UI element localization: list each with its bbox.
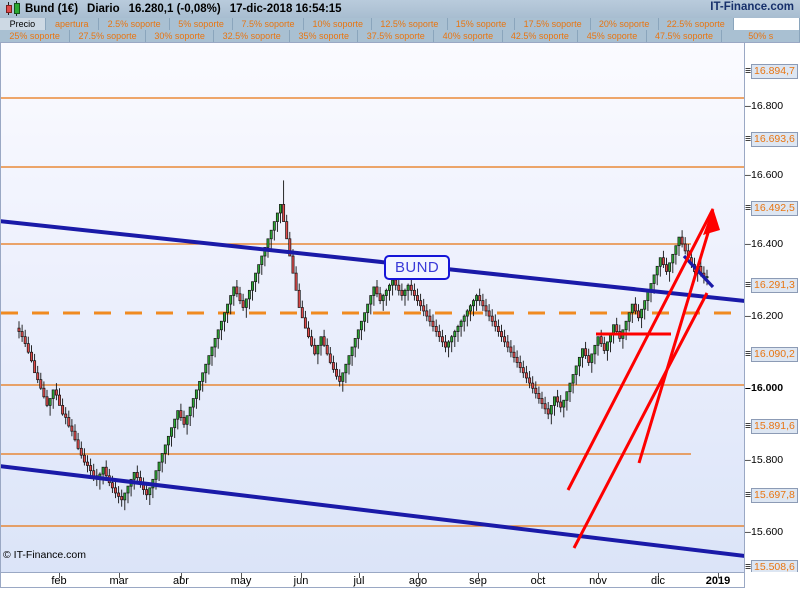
price-level-166936[interactable]: ≡ 16.693,6 bbox=[745, 132, 800, 147]
toolbar-chip-25-soporte[interactable]: 25% soporte bbox=[0, 30, 71, 42]
toolbar-chip-12-5-soporte[interactable]: 12.5% soporte bbox=[372, 18, 448, 30]
toolbar-chip-2-5-soporte[interactable]: 2.5% soporte bbox=[99, 18, 171, 30]
bund-annotation-label[interactable]: BUND bbox=[384, 255, 451, 280]
date-label-nov: nov bbox=[589, 575, 607, 587]
price-level-168947[interactable]: ≡ 16.894,7 bbox=[745, 64, 800, 79]
candlestick-series bbox=[17, 180, 709, 511]
date-tick bbox=[478, 573, 479, 578]
toolbar-chip-35-soporte[interactable]: 35% soporte bbox=[290, 30, 359, 42]
price-level-158916[interactable]: ≡ 15.891,6 bbox=[745, 419, 800, 434]
toolbar-chip-17-5-soporte[interactable]: 17.5% soporte bbox=[515, 18, 591, 30]
date-label-mar: mar bbox=[109, 575, 129, 587]
toolbar-chip-42-5-soporte[interactable]: 42.5% soporte bbox=[503, 30, 579, 42]
toolbar-chip-45-soporte[interactable]: 45% soporte bbox=[578, 30, 647, 42]
quote-value: 16.280,1 (-0,08%) bbox=[128, 3, 221, 15]
toolbar-chip-40-soporte[interactable]: 40% soporte bbox=[434, 30, 503, 42]
toolbar-chip-22-5-soporte[interactable]: 22.5% soporte bbox=[659, 18, 734, 30]
date-label-may: may bbox=[230, 575, 252, 587]
candlestick-icon bbox=[3, 1, 25, 17]
toolbar-chip-blank[interactable] bbox=[733, 18, 800, 30]
date-label-dic: dic bbox=[650, 575, 666, 587]
price-level-162913[interactable]: ≡ 16.291,3 bbox=[745, 278, 800, 293]
toolbar-chip-precio[interactable]: Precio bbox=[0, 18, 46, 30]
date-tick bbox=[598, 573, 599, 578]
blue-trendlines bbox=[1, 219, 744, 558]
date-axis-footer: feb mar abr may jun jul ago sep oct nov dic 2019 bbox=[0, 572, 800, 600]
date-tick bbox=[718, 573, 719, 578]
instrument-name: Bund (1€) bbox=[25, 3, 79, 15]
chart-plot-area[interactable]: BUND bbox=[0, 42, 745, 572]
toolbar-chip-10-soporte[interactable]: 10% soporte bbox=[304, 18, 373, 30]
date-tick bbox=[359, 573, 360, 578]
toolbar-chip-37-5-soporte[interactable]: 37.5% soporte bbox=[358, 30, 435, 42]
toolbar-chip-50-s[interactable]: 50% s bbox=[722, 30, 800, 42]
price-tick-16800: –16.800 bbox=[745, 100, 784, 112]
date-label-jul: jul bbox=[353, 575, 365, 587]
date-label-2019: 2019 bbox=[705, 575, 731, 587]
price-tick-16000: –16.000 bbox=[745, 382, 784, 394]
price-tick-15800: –15.800 bbox=[745, 454, 784, 466]
date-tick bbox=[538, 573, 539, 578]
price-tick-16400: –16.400 bbox=[745, 238, 784, 250]
toolbar-chip-30-soporte[interactable]: 30% soporte bbox=[146, 30, 215, 42]
price-chart-svg bbox=[1, 97, 744, 558]
support-chip-row-2[interactable]: 25% soporte 27.5% soporte 30% soporte 32.5%… bbox=[0, 30, 800, 42]
price-axis[interactable]: –16.800 –16.600 –16.400 –16.200 –16.000 –15.8… bbox=[745, 42, 800, 575]
date-label-abr: abr bbox=[173, 575, 189, 587]
toolbar-chip-32-5-soporte[interactable]: 32.5% soporte bbox=[214, 30, 291, 42]
toolbar-chip-15-soporte[interactable]: 15% soporte bbox=[448, 18, 516, 30]
price-level-164925[interactable]: ≡ 16.492,5 bbox=[745, 201, 800, 216]
date-axis[interactable]: feb mar abr may jun jul ago sep oct nov dic 2019 bbox=[0, 572, 745, 588]
toolbar-chip-7-5-soporte[interactable]: 7.5% soporte bbox=[233, 18, 305, 30]
red-wedge-annotation bbox=[566, 208, 720, 549]
date-tick bbox=[241, 573, 242, 578]
copyright-text: © IT-Finance.com bbox=[3, 549, 87, 561]
toolbar-chip-apertura[interactable]: apertura bbox=[46, 18, 99, 30]
date-tick bbox=[59, 573, 60, 578]
price-level-160902[interactable]: ≡ 16.090,2 bbox=[745, 347, 800, 362]
toolbar-chip-27-5-soporte[interactable]: 27.5% soporte bbox=[70, 30, 146, 42]
title-bar: Bund (1€) Diario 16.280,1 (-0,08%) 17-di… bbox=[0, 0, 800, 19]
date-tick bbox=[119, 573, 120, 578]
price-level-156978[interactable]: ≡ 15.697,8 bbox=[745, 488, 800, 503]
toolbar-chip-20-soporte[interactable]: 20% soporte bbox=[591, 18, 659, 30]
date-label-ago: ago bbox=[408, 575, 428, 587]
date-label-jun: jun bbox=[293, 575, 309, 587]
price-tick-15600: –15.600 bbox=[745, 526, 784, 538]
brand-label: IT-Finance.com bbox=[710, 1, 794, 13]
price-tick-16200: –16.200 bbox=[745, 310, 784, 322]
quote-datetime: 17-dic-2018 16:54:15 bbox=[229, 3, 342, 15]
date-label-sep: sep bbox=[469, 575, 487, 587]
support-lines bbox=[1, 97, 744, 527]
support-chip-row-1[interactable]: Precio apertura 2.5% soporte 5% soporte 7.5%… bbox=[0, 18, 800, 30]
date-tick bbox=[301, 573, 302, 578]
date-label-feb: feb bbox=[51, 575, 67, 587]
toolbar-chip-5-soporte[interactable]: 5% soporte bbox=[170, 18, 233, 30]
date-label-oct: oct bbox=[530, 575, 546, 587]
timeframe-label: Diario bbox=[87, 3, 120, 15]
date-tick bbox=[181, 573, 182, 578]
price-tick-16600: –16.600 bbox=[745, 169, 784, 181]
title-text-group: Bund (1€) Diario 16.280,1 (-0,08%) 17-di… bbox=[25, 3, 351, 15]
date-tick bbox=[658, 573, 659, 578]
date-tick bbox=[418, 573, 419, 578]
toolbar-chip-47-5-soporte[interactable]: 47.5% soporte bbox=[647, 30, 723, 42]
